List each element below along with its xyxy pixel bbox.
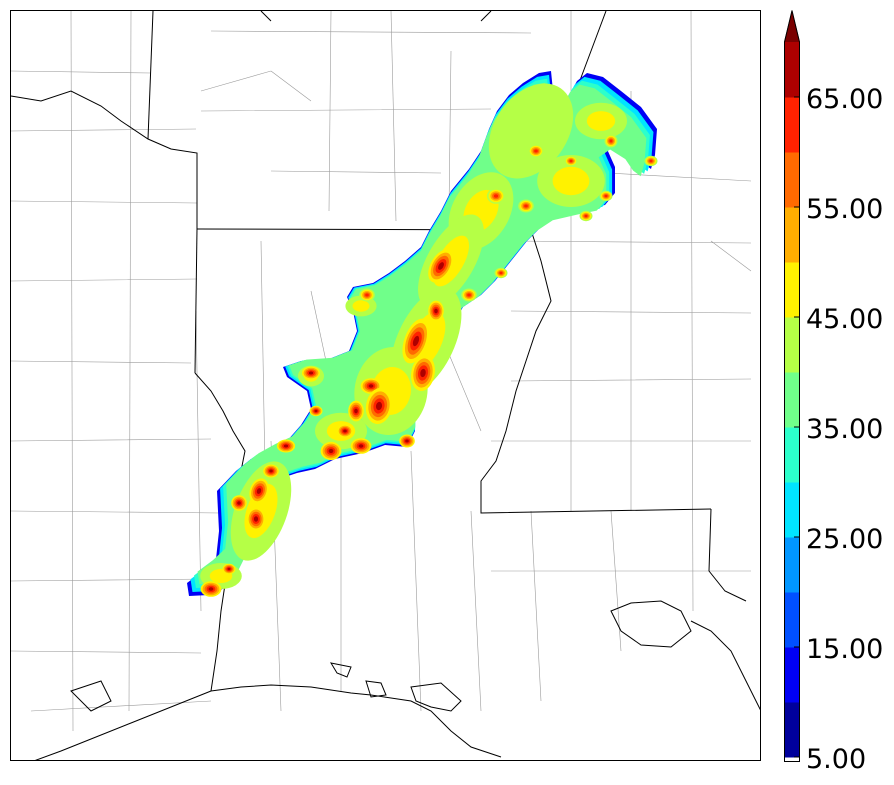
colorbar-extend-arrow: [784, 10, 800, 42]
reflectivity-cell: [534, 149, 538, 153]
reflectivity-cell: [352, 300, 370, 312]
reflectivity-field: [187, 71, 658, 597]
reflectivity-cell: [405, 439, 409, 443]
colorbar-outline: [784, 10, 800, 762]
colorbar-label-5: 5.00: [806, 744, 867, 775]
colorbar-band: [784, 592, 800, 648]
reflectivity-cell: [420, 368, 426, 378]
reflectivity-cell: [328, 448, 334, 454]
reflectivity-cell: [365, 293, 369, 297]
colorbar-band: [784, 427, 800, 483]
colorbar-band: [784, 152, 800, 208]
reflectivity-cell: [375, 401, 383, 411]
colorbar-label-65: 65.00: [806, 84, 884, 115]
reflectivity-cell: [269, 469, 273, 473]
reflectivity-cell: [499, 271, 503, 275]
colorbar-label-55: 55.00: [806, 194, 884, 225]
colorbar-label-35: 35.00: [806, 414, 884, 445]
colorbar-band: [784, 42, 800, 98]
state-boundaries: [11, 11, 760, 760]
reflectivity-cell: [256, 488, 262, 494]
reflectivity-cell: [609, 139, 613, 143]
colorbar-band: [784, 207, 800, 263]
reflectivity-cell: [343, 429, 347, 433]
county-boundaries: [11, 11, 752, 732]
colorbar-label-25: 25.00: [806, 524, 884, 555]
reflectivity-cell: [358, 444, 364, 448]
colorbar-band: [784, 262, 800, 318]
reflectivity-cell: [467, 293, 471, 297]
reflectivity-cell: [493, 194, 499, 198]
reflectivity-cell: [584, 214, 588, 218]
reflectivity-cell: [314, 409, 318, 413]
reflectivity-cell: [524, 204, 528, 208]
reflectivity-cell: [354, 408, 358, 414]
reflectivity-cell: [283, 444, 289, 448]
reflectivity-cell: [604, 194, 608, 198]
reflectivity-cell: [649, 159, 653, 163]
reflectivity-cell: [237, 501, 241, 505]
map-panel: [10, 10, 761, 761]
colorbar-band: [784, 537, 800, 593]
reflectivity-cell: [569, 159, 573, 163]
reflectivity-cell: [488, 83, 574, 179]
reflectivity-cell: [412, 335, 420, 347]
reflectivity-cell: [586, 111, 616, 131]
reflectivity-cell: [253, 516, 259, 522]
colorbar-label-15: 15.00: [806, 634, 884, 665]
colorbar: [784, 10, 800, 762]
reflectivity-cell: [552, 166, 590, 196]
reflectivity-cell: [308, 371, 314, 375]
colorbar-band: [784, 317, 800, 373]
reflectivity-cell: [368, 384, 374, 388]
reflectivity-cell: [438, 262, 444, 270]
colorbar-band: [784, 482, 800, 538]
colorbar-band: [784, 702, 800, 758]
reflectivity-cell: [208, 587, 214, 591]
colorbar-band: [784, 97, 800, 153]
colorbar-band: [784, 372, 800, 428]
colorbar-band: [784, 647, 800, 703]
reflectivity-cell: [434, 308, 438, 314]
map-svg: [11, 11, 760, 760]
reflectivity-cell: [227, 567, 231, 571]
colorbar-label-45: 45.00: [806, 304, 884, 335]
